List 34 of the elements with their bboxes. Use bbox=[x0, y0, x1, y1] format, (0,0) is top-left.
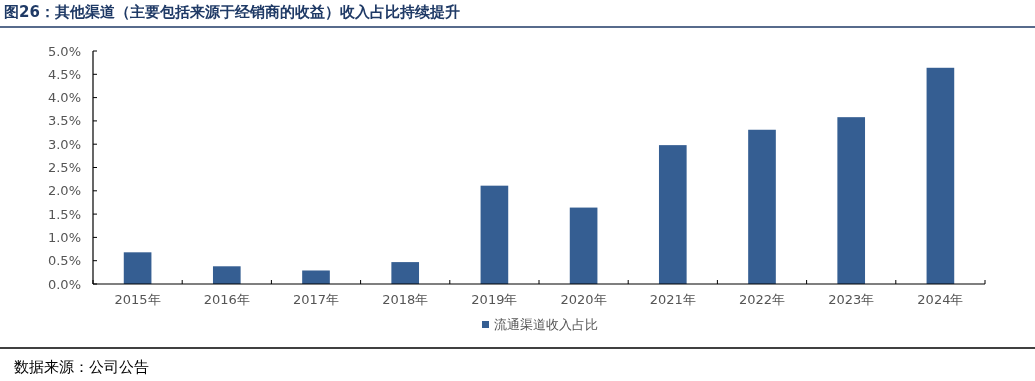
bar bbox=[658, 145, 687, 284]
x-tick-label: 2016年 bbox=[203, 292, 250, 307]
y-tick-label: 2.5% bbox=[47, 160, 81, 175]
y-tick-label: 3.5% bbox=[47, 113, 81, 129]
x-tick-label: 2024年 bbox=[917, 292, 964, 307]
source-note: 数据来源：公司公告 bbox=[14, 358, 149, 376]
y-tick-label: 1.0% bbox=[47, 229, 81, 245]
bar bbox=[748, 129, 776, 284]
y-tick-label: 2.0% bbox=[47, 183, 81, 199]
y-tick-label: 0.5% bbox=[47, 253, 81, 269]
bar bbox=[926, 67, 955, 284]
x-tick-label: 2018年 bbox=[382, 292, 429, 307]
x-tick-label: 2021年 bbox=[649, 292, 696, 307]
x-tick-label: 2019年 bbox=[471, 292, 518, 307]
bar bbox=[212, 266, 241, 284]
y-tick-label: 5.0% bbox=[47, 43, 81, 59]
x-tick-label: 2022年 bbox=[738, 292, 786, 307]
x-tick-label: 2023年 bbox=[828, 292, 875, 307]
bar bbox=[837, 117, 866, 284]
x-tick-label: 2020年 bbox=[560, 292, 607, 307]
bar bbox=[569, 207, 598, 284]
bar bbox=[123, 252, 152, 284]
y-tick-label: 3.0% bbox=[47, 136, 81, 152]
y-tick-label: 1.5% bbox=[47, 206, 81, 222]
legend-label: 流通渠道收入占比 bbox=[494, 317, 598, 332]
x-tick-label: 2015年 bbox=[114, 292, 161, 307]
bar bbox=[302, 270, 330, 284]
y-tick-label: 4.5% bbox=[47, 66, 81, 82]
bar bbox=[480, 185, 509, 284]
y-tick-label: 4.0% bbox=[47, 90, 81, 106]
y-tick-label: 0.0% bbox=[47, 276, 81, 292]
bar bbox=[391, 262, 420, 284]
x-tick-label: 2017年 bbox=[292, 292, 340, 307]
chart-title: 图26：其他渠道（主要包括来源于经销商的收益）收入占比持续提升 bbox=[4, 3, 460, 21]
